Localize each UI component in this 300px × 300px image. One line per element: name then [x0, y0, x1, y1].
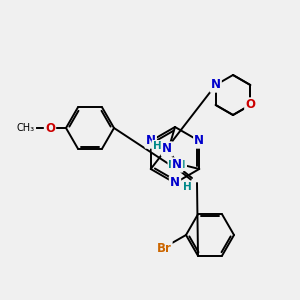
Text: H: H: [183, 182, 191, 192]
Text: CH₃: CH₃: [17, 123, 35, 133]
Text: N: N: [172, 158, 182, 172]
Text: NH: NH: [169, 160, 186, 170]
Text: H: H: [153, 141, 161, 151]
Text: N: N: [194, 134, 204, 148]
Text: N: N: [211, 79, 221, 92]
Text: N: N: [146, 134, 156, 148]
Text: O: O: [245, 98, 255, 112]
Text: Br: Br: [157, 242, 171, 254]
Text: N: N: [170, 176, 180, 190]
Text: O: O: [45, 122, 55, 134]
Text: N: N: [162, 142, 172, 155]
